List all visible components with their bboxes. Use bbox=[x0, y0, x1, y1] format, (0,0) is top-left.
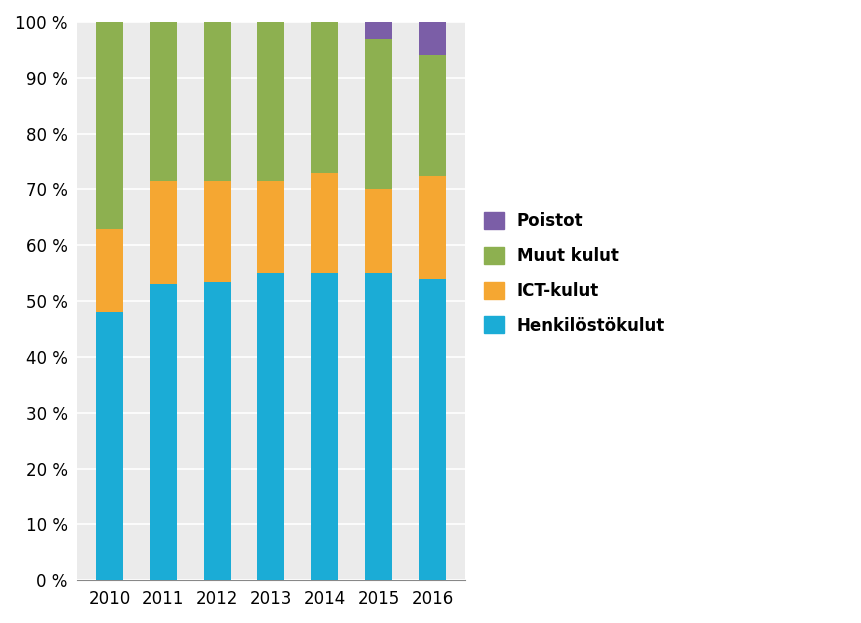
Bar bbox=[203, 22, 231, 181]
Bar bbox=[96, 229, 123, 312]
Bar bbox=[365, 273, 392, 580]
Bar bbox=[418, 22, 445, 55]
Bar bbox=[150, 22, 177, 181]
Bar bbox=[365, 22, 392, 39]
Bar bbox=[311, 173, 338, 273]
Legend: Poistot, Muut kulut, ICT-kulut, Henkilöstökulut: Poistot, Muut kulut, ICT-kulut, Henkilös… bbox=[476, 205, 671, 341]
Bar bbox=[257, 181, 284, 273]
Bar bbox=[311, 22, 338, 173]
Bar bbox=[203, 181, 231, 282]
Bar bbox=[150, 181, 177, 284]
Bar bbox=[365, 39, 392, 189]
Bar bbox=[311, 273, 338, 580]
Bar bbox=[203, 282, 231, 580]
Bar bbox=[418, 55, 445, 176]
Bar bbox=[257, 22, 284, 181]
Bar bbox=[96, 312, 123, 580]
Bar bbox=[96, 22, 123, 229]
Bar bbox=[418, 279, 445, 580]
Bar bbox=[257, 273, 284, 580]
Bar bbox=[150, 284, 177, 580]
Bar bbox=[365, 189, 392, 273]
Bar bbox=[418, 176, 445, 279]
